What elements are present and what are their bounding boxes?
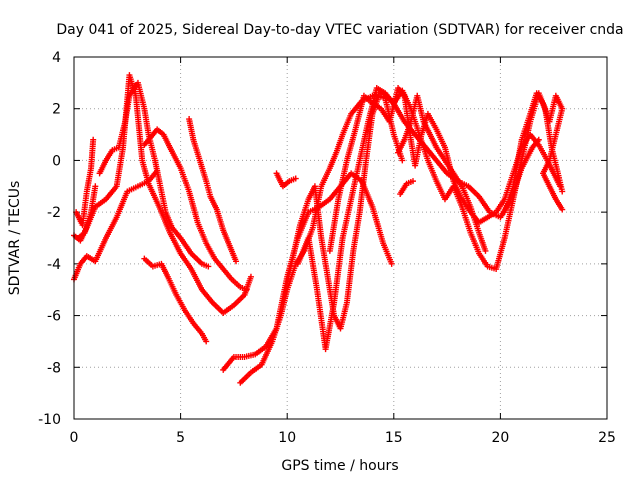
- y-tick-label: 4: [52, 50, 61, 66]
- series-track-13: [294, 85, 566, 353]
- data-point: [92, 183, 99, 190]
- y-tick-label: -10: [38, 412, 61, 428]
- data-point: [205, 263, 212, 270]
- data-markers: [71, 72, 566, 386]
- series-track-2: [71, 167, 161, 283]
- series-track-3: [73, 136, 97, 229]
- data-point: [243, 286, 250, 293]
- x-axis-label: GPS time / hours: [281, 458, 398, 474]
- series-track-10: [237, 90, 542, 386]
- y-tick-label: 0: [52, 153, 61, 169]
- x-tick-label: 20: [491, 430, 509, 446]
- plot-frame: [73, 56, 608, 420]
- data-point: [233, 258, 240, 265]
- data-point: [247, 273, 254, 280]
- series-track-17: [501, 90, 566, 216]
- series-track-11: [273, 170, 299, 190]
- data-point: [399, 157, 406, 164]
- x-tick-label: 0: [70, 430, 79, 446]
- data-point: [203, 338, 210, 345]
- y-tick-label: -2: [47, 205, 61, 221]
- series-track-14: [326, 85, 564, 254]
- series-track-15: [395, 92, 489, 254]
- y-tick-label: -4: [47, 257, 61, 273]
- data-point: [482, 247, 489, 254]
- x-tick-label: 10: [278, 430, 296, 446]
- series-track-6: [141, 126, 250, 293]
- series-track-7: [141, 255, 210, 345]
- data-point: [409, 178, 416, 185]
- chart-title: Day 041 of 2025, Sidereal Day-to-day VTE…: [56, 22, 623, 38]
- y-tick-label: -8: [47, 360, 61, 376]
- series-track-8: [186, 116, 240, 265]
- data-point: [559, 188, 566, 195]
- series-track-16: [397, 178, 416, 198]
- x-tick-label: 15: [385, 430, 403, 446]
- data-point: [90, 136, 97, 143]
- data-point: [559, 206, 566, 213]
- series-track-5: [96, 79, 212, 270]
- data-point: [388, 260, 395, 267]
- y-axis-label: SDTVAR / TECUs: [7, 181, 23, 296]
- y-tick-label: -6: [47, 309, 61, 325]
- x-tick-label: 5: [176, 430, 185, 446]
- x-tick-label: 25: [598, 430, 616, 446]
- data-point: [557, 183, 564, 190]
- y-tick-label: 2: [52, 102, 61, 118]
- data-point: [292, 175, 299, 182]
- series-track-4: [75, 183, 99, 241]
